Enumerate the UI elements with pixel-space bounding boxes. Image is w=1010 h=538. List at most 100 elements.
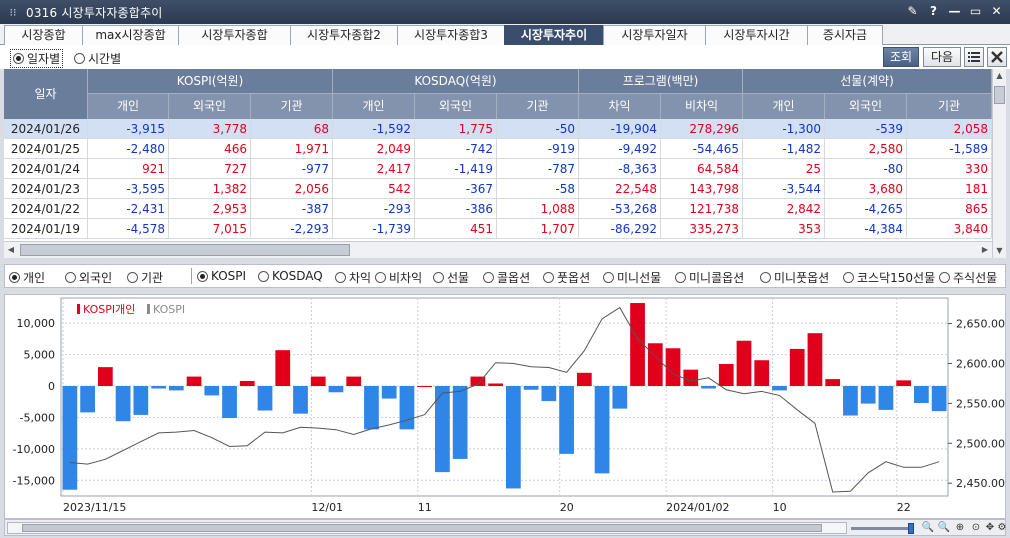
column-header[interactable]: 기관 [497,94,579,119]
table-row[interactable]: 2024/01/26 -3,915 3,778 68 -1,592 1,775 -50 -19… [4,119,992,139]
tab-market-investor-summary-2[interactable]: 시장투자종합2 [290,25,398,45]
column-header[interactable]: 외국인 [825,94,907,119]
settings-icon[interactable]: ⚙ [997,522,1007,533]
x-tick-label: 2024/01/02 [666,501,729,514]
table-row[interactable]: 2024/01/19 -4,578 7,015 -2,293 -1,739 451 1,70… [4,219,992,239]
scroll-down-icon[interactable]: ▼ [996,246,1003,255]
investor-radio[interactable]: 외국인 [65,269,112,286]
tab-market-summary[interactable]: 시장종합 [4,25,83,45]
value-cell: 727 [169,159,251,179]
market-radio[interactable]: KOSDAQ [258,269,323,283]
investor-trend-chart[interactable]: 10,000 5,000 0 -5,000 -10,000 -15,000 2,650.00… [4,294,1006,519]
value-cell: 1,707 [497,219,579,239]
column-header[interactable]: 외국인 [169,94,251,119]
column-header[interactable]: 비차익 [661,94,743,119]
market-radio[interactable]: 주식선물 [939,269,997,286]
radio-label: 기관 [141,271,164,285]
radio-by-time[interactable]: 시간별 [74,50,121,67]
day-column-header[interactable]: 일자 [4,69,88,119]
close-panel-icon[interactable] [987,47,1007,67]
column-header[interactable]: 기관 [251,94,333,119]
legend-label: KOSPI개인 [83,303,135,316]
column-header[interactable]: 외국인 [415,94,497,119]
zoom-slider-track[interactable] [851,527,913,530]
bar-kospi-individual [931,386,947,412]
value-cell: -2,293 [251,219,333,239]
scroll-right-icon[interactable]: ▶ [981,245,989,254]
query-button[interactable]: 조회 [883,47,919,67]
tab-market-funds[interactable]: 증시자금 [807,25,883,45]
tab-market-investor-summary-3[interactable]: 시장투자종합3 [397,25,505,45]
zoom-slider-knob[interactable] [908,523,914,534]
group-header-futures: 선물(계약) [743,69,992,94]
radio-dot-icon [65,272,76,283]
column-header[interactable]: 기관 [907,94,992,119]
help-icon[interactable]: ? [930,4,937,18]
y-tick-label-left: 5,000 [24,349,56,362]
market-radio[interactable]: 코스닥150선물 [843,269,935,286]
column-header[interactable]: 개인 [88,94,169,119]
investor-radio[interactable]: 기관 [127,269,163,286]
table-row[interactable]: 2024/01/23 -3,595 1,382 2,056 542 -367 -58 22,5… [4,179,992,199]
zoom-out-icon[interactable]: 🔍 [921,522,935,533]
zoom-reset-icon[interactable]: ⊙ [971,522,981,533]
bar-kospi-individual [647,343,663,386]
column-header[interactable]: 개인 [333,94,415,119]
value-cell: 335,273 [661,219,743,239]
column-header[interactable]: 개인 [743,94,825,119]
crosshair-icon[interactable]: ✥ [985,522,995,533]
minimize-icon[interactable]: — [948,4,961,18]
bar-kospi-individual [62,386,78,490]
bar-kospi-individual [452,386,468,459]
pin-icon[interactable]: ✎ [907,4,918,18]
grid-vertical-scrollbar[interactable]: ▲ ▼ [992,69,1006,258]
value-cell: 143,798 [661,179,743,199]
market-radio[interactable]: 미니풋옵션 [760,269,829,286]
radio-label: 콜옵션 [497,271,531,285]
next-button[interactable]: 다음 [923,47,961,67]
market-radio[interactable]: 풋옵션 [543,269,590,286]
investor-radio[interactable]: 개인 [9,269,45,286]
market-radio[interactable]: 비차익 [375,269,422,286]
market-radio[interactable]: KOSPI [197,269,246,283]
tab-market-investor-trend[interactable]: 시장투자추이 [504,25,604,45]
scroll-left-icon[interactable]: ◀ [7,245,15,254]
market-radio[interactable]: 콜옵션 [483,269,530,286]
radio-dot-icon [258,270,269,282]
plot-area [60,297,949,497]
grid-horizontal-scrollbar[interactable]: ◀ ▶ [4,241,992,258]
close-window-icon[interactable]: ✕ [991,4,1002,18]
zoom-fit-icon[interactable]: ⊕ [955,522,965,533]
market-radio[interactable]: 미니콜옵션 [675,269,744,286]
tab-market-investor-summary[interactable]: 시장투자종합 [178,25,291,45]
tab-max-market-summary[interactable]: max시장종합 [82,25,179,45]
scroll-thumb[interactable] [20,244,350,256]
chart-canvas: 10,000 5,000 0 -5,000 -10,000 -15,000 2,650.00… [13,297,1005,514]
chart-scrollbar[interactable] [7,522,847,534]
column-header[interactable]: 차익 [579,94,661,119]
value-cell: 2,842 [743,199,825,219]
scroll-up-icon[interactable]: ▲ [996,71,1003,80]
window-menu-icon[interactable]: ⁝⁝ [9,5,17,19]
tab-market-investor-daily[interactable]: 시장투자일자 [603,25,706,45]
zoom-in-icon[interactable]: 🔍 [937,522,951,533]
chart-toolbar: 🔍 🔍 ⊕ ⊙ ✥ ⚙ [4,519,1006,536]
maximize-icon[interactable]: ▭ [969,4,982,18]
value-cell: 1,971 [251,139,333,159]
bar-kospi-individual [204,386,220,396]
tab-market-investor-time[interactable]: 시장투자시간 [705,25,808,45]
scroll-thumb[interactable] [994,86,1005,104]
market-radio[interactable]: 미니선물 [603,269,661,286]
radio-dot-icon [543,272,554,283]
table-row[interactable]: 2024/01/22 -2,431 2,953 -387 -293 -386 1,088 -5… [4,199,992,219]
market-radio[interactable]: 선물 [433,269,469,286]
list-icon[interactable] [964,47,984,67]
date-cell: 2024/01/24 [4,159,88,179]
scroll-thumb[interactable] [22,524,822,532]
table-row[interactable]: 2024/01/25 -2,480 466 1,971 2,049 -742 -919 -9,… [4,139,992,159]
market-radio[interactable]: 차익 [335,269,371,286]
radio-by-date[interactable]: 일자별 [10,49,64,68]
value-cell: -1,739 [333,219,415,239]
y-tick-label-right: 2,450.00 [956,477,1005,490]
table-row[interactable]: 2024/01/24 921 727 -977 2,417 -1,419 -787 -8,36… [4,159,992,179]
